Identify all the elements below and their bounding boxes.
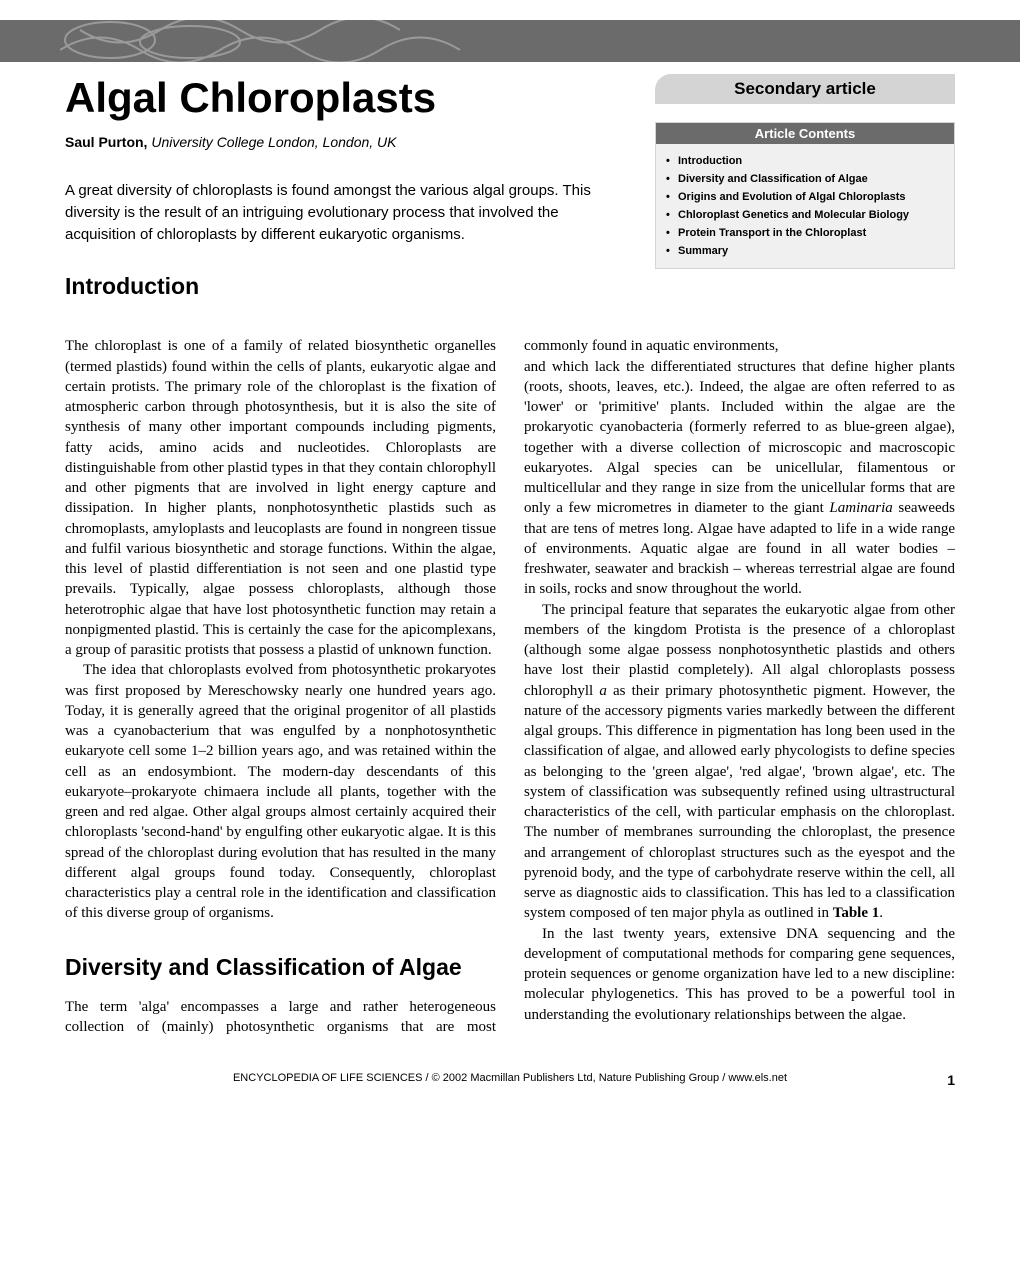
intro-heading: Introduction [65, 273, 625, 300]
author-line: Saul Purton, University College London, … [65, 134, 625, 150]
secondary-article-badge: Secondary article [655, 74, 955, 104]
footer: ENCYCLOPEDIA OF LIFE SCIENCES / © 2002 M… [0, 1072, 1020, 1104]
contents-item: Chloroplast Genetics and Molecular Biolo… [666, 206, 944, 224]
contents-list: Introduction Diversity and Classificatio… [656, 144, 954, 268]
contents-header: Article Contents [656, 123, 954, 144]
contents-item: Diversity and Classification of Algae [666, 170, 944, 188]
contents-item: Protein Transport in the Chloroplast [666, 224, 944, 242]
paragraph: and which lack the differentiated struct… [524, 357, 955, 600]
abstract-text: A great diversity of chloroplasts is fou… [65, 180, 625, 245]
paragraph: In the last twenty years, extensive DNA … [524, 924, 955, 1025]
contents-item: Summary [666, 242, 944, 260]
paragraph: The idea that chloroplasts evolved from … [65, 660, 496, 923]
header-decoration [0, 20, 1020, 62]
contents-item: Introduction [666, 152, 944, 170]
author-affiliation: University College London, London, UK [151, 134, 396, 150]
article-title: Algal Chloroplasts [65, 74, 625, 122]
paragraph: The principal feature that separates the… [524, 600, 955, 924]
footer-text: ENCYCLOPEDIA OF LIFE SCIENCES / © 2002 M… [233, 1072, 787, 1084]
contents-box: Article Contents Introduction Diversity … [655, 122, 955, 269]
body-text: The chloroplast is one of a family of re… [65, 336, 955, 1037]
contents-item: Origins and Evolution of Algal Chloropla… [666, 188, 944, 206]
page-number: 1 [947, 1072, 955, 1088]
section-heading: Diversity and Classification of Algae [65, 954, 496, 981]
paragraph: The chloroplast is one of a family of re… [65, 336, 496, 660]
author-name: Saul Purton, [65, 134, 147, 150]
